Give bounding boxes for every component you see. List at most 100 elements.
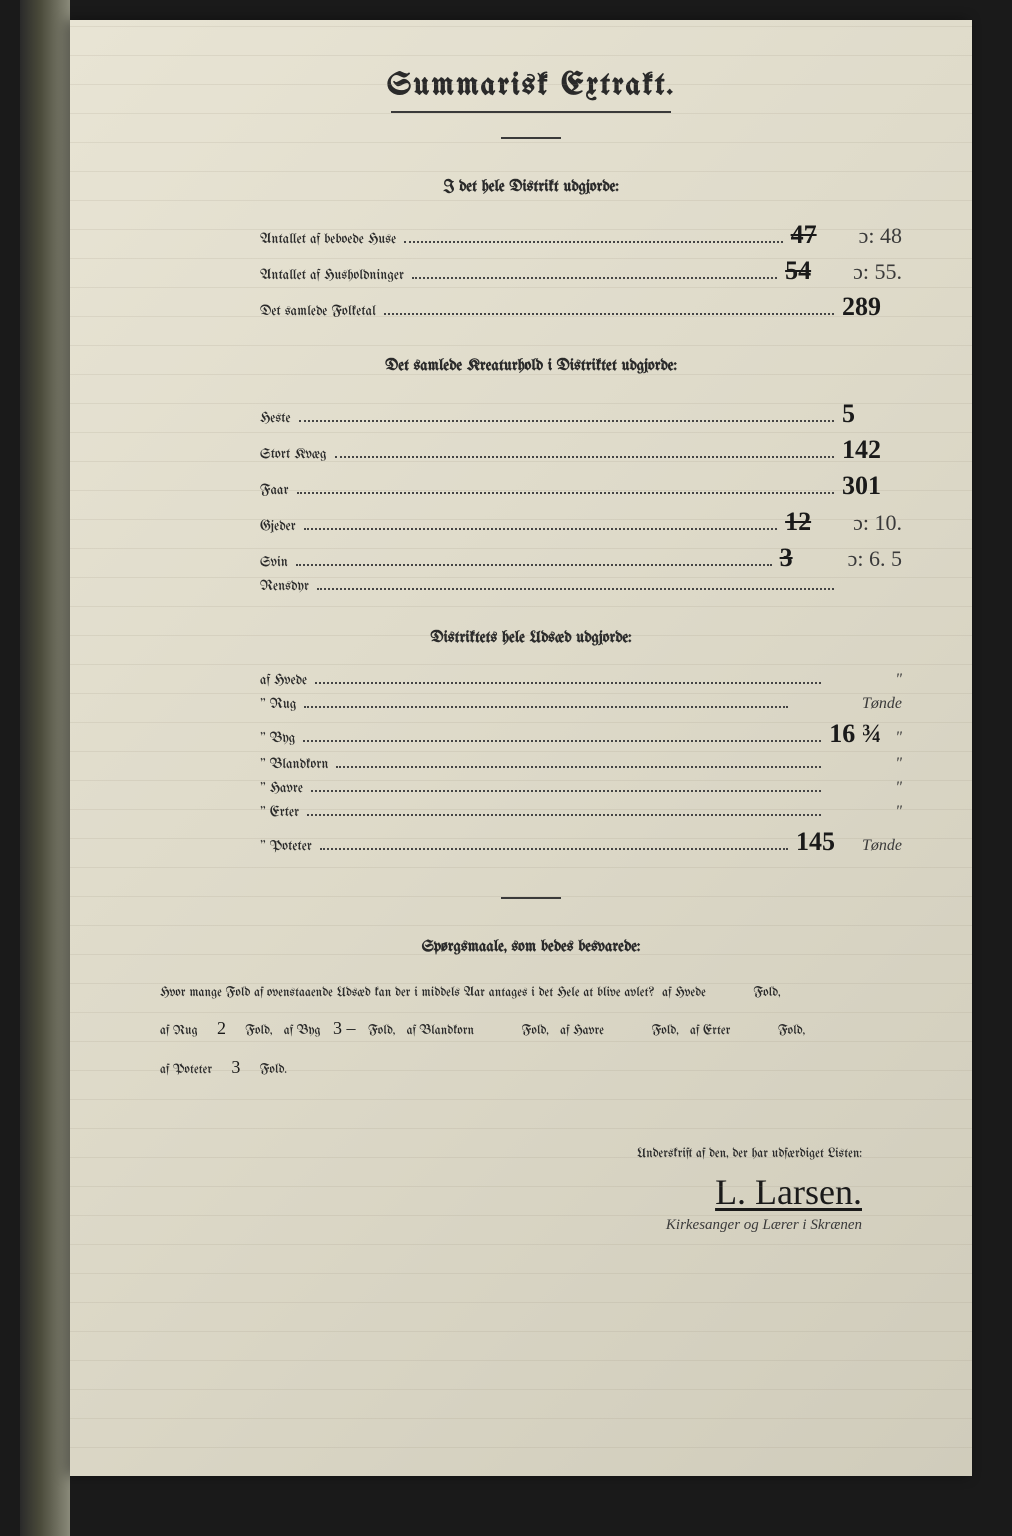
row-label: " Poteter [260, 839, 312, 854]
q-item-suffix: Fold, [652, 1025, 679, 1038]
row-wheat: af Hvede " [160, 671, 902, 689]
leader-dots [317, 588, 834, 590]
row-unit: " [895, 803, 902, 821]
questions-block: Hvor mange Fold af ovenstaaende Udsæd ka… [160, 980, 902, 1088]
q-item-label: af Havre [560, 1025, 604, 1038]
section-header-district: I det hele Distrikt udgjorde: [160, 179, 902, 196]
row-label: " Erter [260, 805, 299, 820]
row-label: " Byg [260, 731, 295, 746]
row-unit: Tønde [862, 695, 902, 713]
row-unit: " [895, 779, 902, 797]
q-item-value: 2 [201, 1009, 241, 1049]
row-mixedgrain: " Blandkorn " [160, 755, 902, 773]
q-item-value: 3 – [324, 1009, 364, 1049]
row-cattle: Stort Kvæg 142 [160, 435, 902, 465]
row-correction: ɔ: 6. 5 [848, 546, 902, 572]
leader-dots [296, 564, 772, 566]
row-value: 289 [842, 292, 902, 322]
leader-dots [336, 766, 821, 768]
row-value: 16 ¾ [829, 719, 889, 749]
leader-dots [315, 682, 821, 684]
page-title: Summarisk Extrakt. [160, 70, 902, 103]
row-population: Det samlede Folketal 289 [160, 292, 902, 322]
row-correction: ɔ: 10. [853, 510, 902, 536]
leader-dots [303, 740, 821, 742]
row-unit: " [895, 671, 902, 689]
row-value: 3 [780, 543, 840, 573]
questions-intro: Hvor mange Fold af ovenstaaende Udsæd ka… [160, 987, 654, 1000]
q-item-suffix: Fold, [778, 1025, 805, 1038]
row-value: 47 [791, 220, 851, 250]
section-header-questions: Spørgsmaale, som bedes besvarede: [160, 939, 902, 956]
leader-dots [299, 420, 834, 422]
q-item-suffix: Fold, [753, 987, 780, 1000]
q-item-suffix: Fold, [522, 1025, 549, 1038]
row-correction: ɔ: 55. [853, 259, 902, 285]
row-value: 142 [842, 435, 902, 465]
section-header-seed: Distriktets hele Udsæd udgjorde: [160, 630, 902, 647]
book-binding [20, 0, 70, 1536]
row-label: Stort Kvæg [260, 447, 327, 462]
title-underline [391, 111, 671, 113]
row-label: Rensdyr [260, 579, 309, 594]
row-value: 301 [842, 471, 902, 501]
row-barley: " Byg 16 ¾ " [160, 719, 902, 749]
row-oats: " Havre " [160, 779, 902, 797]
signature-name: L. Larsen. [160, 1171, 862, 1213]
row-houses: Antallet af beboede Huse 47 ɔ: 48 [160, 220, 902, 250]
q-item-label: af Byg [284, 1025, 321, 1038]
signature-title: Kirkesanger og Lærer i Skrænen [160, 1217, 862, 1234]
leader-dots [335, 456, 834, 458]
row-label: Heste [260, 411, 291, 426]
row-label: " Havre [260, 781, 303, 796]
q-item-suffix: Fold, [245, 1025, 272, 1038]
row-potatoes: " Poteter 145 Tønde [160, 827, 902, 857]
row-label: Det samlede Folketal [260, 304, 376, 319]
row-unit: Tønde [862, 837, 902, 855]
row-pigs: Svin 3 ɔ: 6. 5 [160, 543, 902, 573]
divider-rule [501, 897, 561, 899]
q-item-value: 3 [216, 1048, 256, 1088]
row-peas: " Erter " [160, 803, 902, 821]
row-households: Antallet af Husholdninger 54 ɔ: 55. [160, 256, 902, 286]
row-goats: Gjeder 12 ɔ: 10. [160, 507, 902, 537]
scan-frame: Summarisk Extrakt. I det hele Distrikt u… [0, 0, 1012, 1536]
q-item-label: af Blandkorn [407, 1025, 474, 1038]
leader-dots [320, 848, 788, 850]
row-label: " Rug [260, 697, 296, 712]
section-header-livestock: Det samlede Kreaturhold i Distriktet udg… [160, 358, 902, 375]
leader-dots [307, 814, 821, 816]
row-label: " Blandkorn [260, 757, 328, 772]
leader-dots [384, 313, 834, 315]
row-rye: " Rug Tønde [160, 695, 902, 713]
row-label: af Hvede [260, 673, 307, 688]
q-item-label: af Poteter [160, 1064, 212, 1077]
document-page: Summarisk Extrakt. I det hele Distrikt u… [70, 20, 972, 1476]
divider-rule [501, 137, 561, 139]
row-label: Faar [260, 483, 289, 498]
signature-label: Underskrift af den, der har udfærdiget L… [160, 1148, 862, 1161]
row-sheep: Faar 301 [160, 471, 902, 501]
q-item-suffix: Fold, [368, 1025, 395, 1038]
leader-dots [304, 706, 788, 708]
signature-block: Underskrift af den, der har udfærdiget L… [160, 1148, 902, 1234]
row-value: 5 [842, 399, 902, 429]
q-item-label: af Rug [160, 1025, 198, 1038]
row-label: Antallet af Husholdninger [260, 268, 404, 283]
row-value: 145 [796, 827, 856, 857]
q-item-label: af Hvede [662, 987, 706, 1000]
leader-dots [412, 277, 777, 279]
row-horses: Heste 5 [160, 399, 902, 429]
q-item-suffix: Fold. [260, 1064, 287, 1077]
row-label: Gjeder [260, 519, 296, 534]
row-label: Antallet af beboede Huse [260, 232, 396, 247]
row-reindeer: Rensdyr [160, 579, 902, 594]
row-label: Svin [260, 555, 288, 570]
leader-dots [304, 528, 777, 530]
leader-dots [311, 790, 821, 792]
row-unit: " [895, 729, 902, 747]
row-value: 12 [785, 507, 845, 537]
leader-dots [404, 241, 782, 243]
row-unit: " [895, 755, 902, 773]
q-item-label: af Erter [690, 1025, 730, 1038]
